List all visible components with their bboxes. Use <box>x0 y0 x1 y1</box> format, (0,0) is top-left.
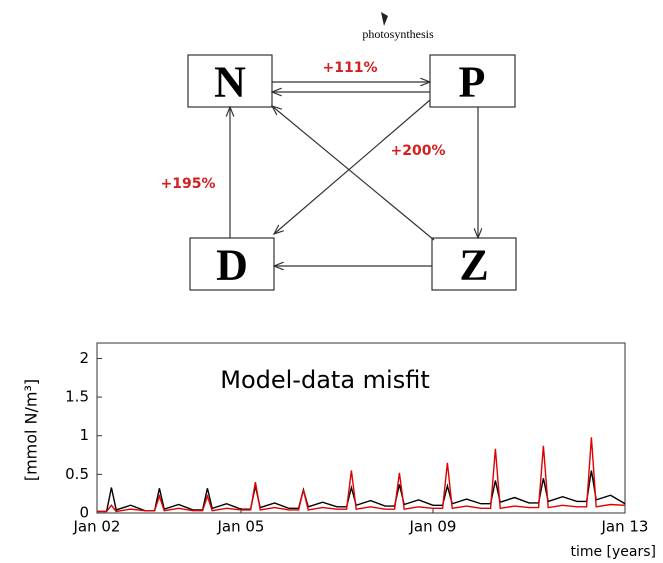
series-line <box>97 470 626 513</box>
node-label: N <box>214 58 246 107</box>
chart: Model-data misfit [mmol N/m³] time [year… <box>22 342 656 560</box>
node-box <box>187 54 273 108</box>
change-label: +111% <box>323 60 378 76</box>
node-label: Z <box>459 241 488 290</box>
y-axis-label: [mmol N/m³] <box>22 379 41 481</box>
photosynthesis-label: photosynthesis <box>362 27 434 41</box>
chart-annotation: Model-data misfit <box>220 366 429 394</box>
node-box <box>431 237 517 291</box>
arrow <box>272 106 435 241</box>
plot-frame <box>96 342 626 514</box>
node-box <box>429 54 516 108</box>
y-tick-label: 0.5 <box>65 465 89 483</box>
node-box <box>189 237 275 291</box>
photosynthesis-arrow <box>381 12 388 26</box>
y-tick-label: 1 <box>79 426 89 444</box>
node-label: P <box>459 58 486 107</box>
node-label: D <box>216 241 248 290</box>
arrow <box>274 99 431 234</box>
x-tick-label: Jan 02 <box>73 518 121 536</box>
change-label: +195% <box>161 176 216 192</box>
x-tick-label: Jan 13 <box>601 518 649 536</box>
y-tick-label: 1.5 <box>65 388 89 406</box>
x-axis-label: time [years] <box>570 544 656 560</box>
series-line <box>97 437 626 513</box>
y-tick-label: 0 <box>79 504 89 522</box>
x-tick-label: Jan 09 <box>409 518 457 536</box>
npzd-diagram: photosynthesis N P D Z +111% +200% +195% <box>161 12 517 291</box>
y-tick-label: 2 <box>79 349 89 367</box>
change-label: +200% <box>391 143 446 159</box>
x-tick-label: Jan 05 <box>217 518 265 536</box>
